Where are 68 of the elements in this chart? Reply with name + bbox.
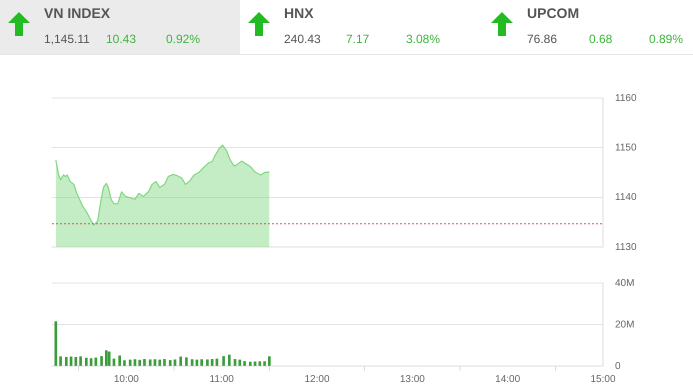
bar	[154, 359, 156, 366]
bar	[70, 356, 72, 366]
text: 3.08%	[406, 32, 440, 46]
bar	[84, 358, 88, 366]
text: 240.43	[284, 32, 321, 46]
bar	[148, 359, 152, 366]
x-tick-label: 13:00	[400, 374, 426, 385]
bar	[268, 356, 271, 366]
bar	[94, 358, 98, 366]
bar	[254, 362, 256, 366]
x-tick-label: 11:00	[210, 374, 234, 385]
y-tick-label: 1130	[615, 242, 637, 253]
text: 1,145.11	[44, 32, 90, 46]
text: 10.43	[106, 32, 136, 46]
bar	[234, 359, 236, 366]
text: 76.86	[527, 32, 558, 46]
bar	[112, 358, 116, 366]
bar	[54, 321, 58, 366]
bar	[210, 359, 214, 366]
bar	[100, 356, 103, 366]
bar	[179, 356, 182, 366]
bar	[108, 352, 111, 366]
y-tick-label: 0	[615, 360, 621, 372]
text: VN INDEX	[44, 5, 110, 21]
bar	[196, 360, 198, 366]
bar	[228, 354, 231, 366]
bar	[190, 359, 194, 366]
bar	[59, 356, 62, 366]
text: 0.68	[589, 32, 612, 46]
y-tick-label: 1150	[615, 142, 637, 154]
bar	[243, 361, 246, 366]
bar	[185, 357, 188, 366]
text: 0.92%	[166, 32, 200, 46]
bar	[74, 356, 78, 366]
bar	[258, 361, 262, 366]
bar	[143, 359, 146, 366]
bar	[123, 360, 126, 366]
text: 7.17	[346, 32, 370, 46]
y-tick-label: 1160	[615, 92, 637, 104]
bar	[64, 356, 68, 366]
bar	[206, 359, 209, 366]
bar	[163, 359, 166, 366]
bar	[138, 360, 142, 366]
bar	[105, 350, 108, 366]
bar	[79, 356, 82, 366]
bar	[216, 358, 218, 366]
bar	[90, 358, 92, 366]
x-tick-label: 12:00	[304, 374, 330, 385]
bar	[200, 359, 203, 366]
bar	[128, 360, 132, 366]
text: 0.89%	[649, 32, 684, 46]
bar	[248, 362, 252, 366]
bar	[263, 361, 266, 366]
bar	[222, 356, 225, 366]
x-tick-label: 10:00	[114, 374, 140, 385]
bar	[168, 360, 172, 366]
bar	[118, 356, 122, 366]
bar	[174, 359, 176, 366]
text: UPCOM	[527, 5, 580, 21]
x-tick-label: 15:00	[590, 374, 616, 385]
bar	[158, 360, 162, 366]
bar	[134, 359, 136, 366]
text: HNX	[284, 5, 314, 21]
x-tick-label: 14:00	[495, 374, 521, 385]
y-tick-label: 40M	[615, 278, 634, 289]
y-tick-label: 1140	[615, 192, 637, 204]
y-tick-label: 20M	[615, 319, 634, 330]
bar	[238, 360, 242, 366]
